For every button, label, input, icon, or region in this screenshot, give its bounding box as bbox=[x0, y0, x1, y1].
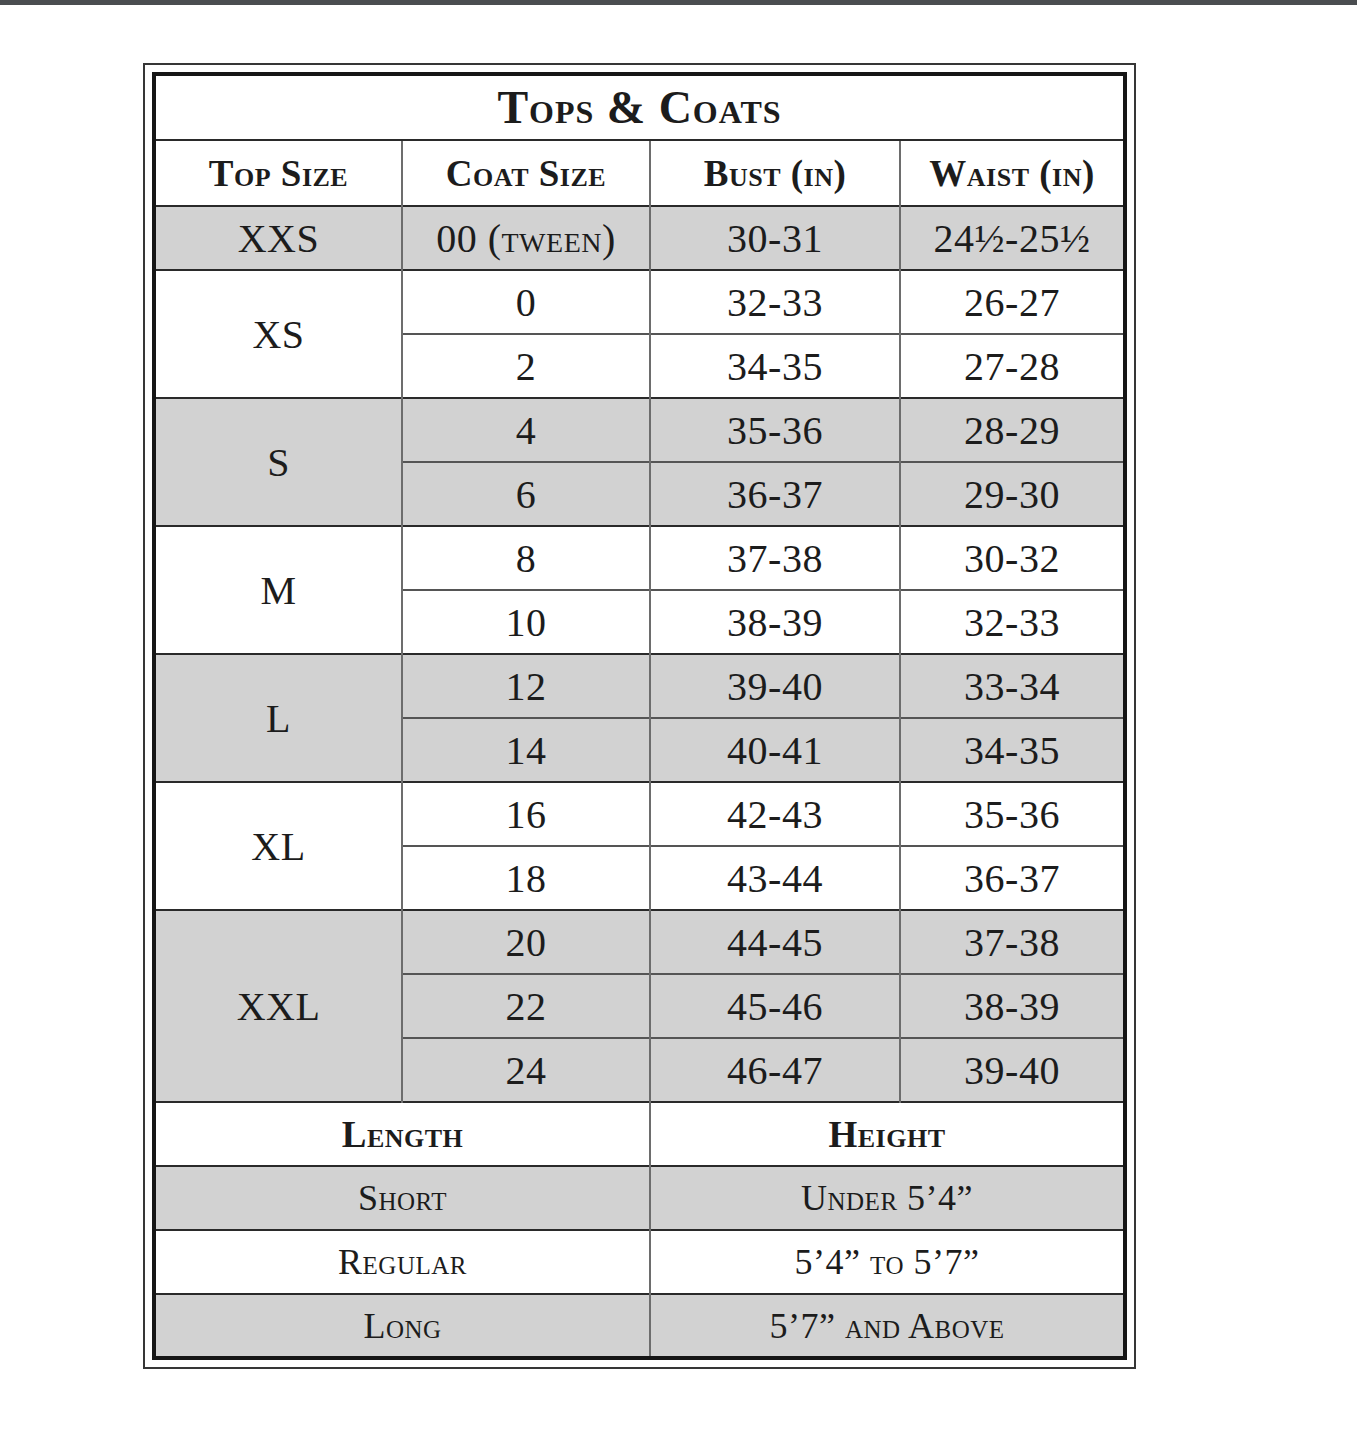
coat-size-cell: 18 bbox=[402, 846, 650, 910]
bust-cell: 42-43 bbox=[650, 782, 900, 846]
bust-cell: 32-33 bbox=[650, 270, 900, 334]
height-cell: 5’7” and Above bbox=[650, 1294, 1125, 1358]
coat-size-cell: 4 bbox=[402, 398, 650, 462]
bust-cell: 39-40 bbox=[650, 654, 900, 718]
waist-cell: 36-37 bbox=[900, 846, 1125, 910]
table-row: L 12 39-40 33-34 bbox=[154, 654, 1125, 718]
waist-cell: 26-27 bbox=[900, 270, 1125, 334]
size-chart-table: Tops & Coats Top Size Coat Size Bust (in… bbox=[152, 72, 1127, 1360]
waist-cell: 24½-25½ bbox=[900, 206, 1125, 270]
table-title: Tops & Coats bbox=[154, 74, 1125, 140]
bust-cell: 45-46 bbox=[650, 974, 900, 1038]
bust-cell: 40-41 bbox=[650, 718, 900, 782]
coat-size-cell: 22 bbox=[402, 974, 650, 1038]
table-row: Long 5’7” and Above bbox=[154, 1294, 1125, 1358]
height-cell: Under 5’4” bbox=[650, 1166, 1125, 1230]
bust-cell: 38-39 bbox=[650, 590, 900, 654]
coat-size-cell: 24 bbox=[402, 1038, 650, 1102]
coat-size-cell: 16 bbox=[402, 782, 650, 846]
coat-size-cell: 6 bbox=[402, 462, 650, 526]
window-top-edge bbox=[0, 0, 1357, 5]
top-size-cell: XXS bbox=[154, 206, 402, 270]
bust-cell: 43-44 bbox=[650, 846, 900, 910]
waist-cell: 29-30 bbox=[900, 462, 1125, 526]
coat-size-cell: 8 bbox=[402, 526, 650, 590]
waist-cell: 39-40 bbox=[900, 1038, 1125, 1102]
coat-size-cell: 10 bbox=[402, 590, 650, 654]
col-header-coat-size: Coat Size bbox=[402, 140, 650, 206]
table-row: Short Under 5’4” bbox=[154, 1166, 1125, 1230]
bust-cell: 37-38 bbox=[650, 526, 900, 590]
top-size-cell: L bbox=[154, 654, 402, 782]
waist-cell: 38-39 bbox=[900, 974, 1125, 1038]
table-row: XXS 00 (tween) 30-31 24½-25½ bbox=[154, 206, 1125, 270]
table-row: M 8 37-38 30-32 bbox=[154, 526, 1125, 590]
bust-cell: 36-37 bbox=[650, 462, 900, 526]
waist-cell: 34-35 bbox=[900, 718, 1125, 782]
col-header-bust: Bust (in) bbox=[650, 140, 900, 206]
top-size-cell: M bbox=[154, 526, 402, 654]
title-row: Tops & Coats bbox=[154, 74, 1125, 140]
length-header: Length bbox=[154, 1102, 650, 1166]
size-chart-frame: Tops & Coats Top Size Coat Size Bust (in… bbox=[143, 63, 1136, 1369]
coat-size-cell: 2 bbox=[402, 334, 650, 398]
length-cell: Long bbox=[154, 1294, 650, 1358]
length-cell: Regular bbox=[154, 1230, 650, 1294]
table-row: S 4 35-36 28-29 bbox=[154, 398, 1125, 462]
waist-cell: 28-29 bbox=[900, 398, 1125, 462]
waist-cell: 33-34 bbox=[900, 654, 1125, 718]
col-header-top-size: Top Size bbox=[154, 140, 402, 206]
waist-cell: 35-36 bbox=[900, 782, 1125, 846]
coat-size-cell: 0 bbox=[402, 270, 650, 334]
height-header: Height bbox=[650, 1102, 1125, 1166]
table-row: Regular 5’4” to 5’7” bbox=[154, 1230, 1125, 1294]
length-cell: Short bbox=[154, 1166, 650, 1230]
coat-size-cell: 12 bbox=[402, 654, 650, 718]
bust-cell: 44-45 bbox=[650, 910, 900, 974]
coat-size-cell: 14 bbox=[402, 718, 650, 782]
document-page: Tops & Coats Top Size Coat Size Bust (in… bbox=[0, 0, 1357, 1442]
top-size-cell: XS bbox=[154, 270, 402, 398]
col-header-waist: Waist (in) bbox=[900, 140, 1125, 206]
length-height-header-row: Length Height bbox=[154, 1102, 1125, 1166]
coat-size-cell: 00 (tween) bbox=[402, 206, 650, 270]
height-cell: 5’4” to 5’7” bbox=[650, 1230, 1125, 1294]
top-size-cell: XXL bbox=[154, 910, 402, 1102]
bust-cell: 35-36 bbox=[650, 398, 900, 462]
top-size-cell: XL bbox=[154, 782, 402, 910]
bust-cell: 30-31 bbox=[650, 206, 900, 270]
table-row: XS 0 32-33 26-27 bbox=[154, 270, 1125, 334]
table-row: XXL 20 44-45 37-38 bbox=[154, 910, 1125, 974]
waist-cell: 27-28 bbox=[900, 334, 1125, 398]
bust-cell: 46-47 bbox=[650, 1038, 900, 1102]
waist-cell: 30-32 bbox=[900, 526, 1125, 590]
waist-cell: 32-33 bbox=[900, 590, 1125, 654]
column-header-row: Top Size Coat Size Bust (in) Waist (in) bbox=[154, 140, 1125, 206]
top-size-cell: S bbox=[154, 398, 402, 526]
bust-cell: 34-35 bbox=[650, 334, 900, 398]
waist-cell: 37-38 bbox=[900, 910, 1125, 974]
coat-size-cell: 20 bbox=[402, 910, 650, 974]
table-row: XL 16 42-43 35-36 bbox=[154, 782, 1125, 846]
